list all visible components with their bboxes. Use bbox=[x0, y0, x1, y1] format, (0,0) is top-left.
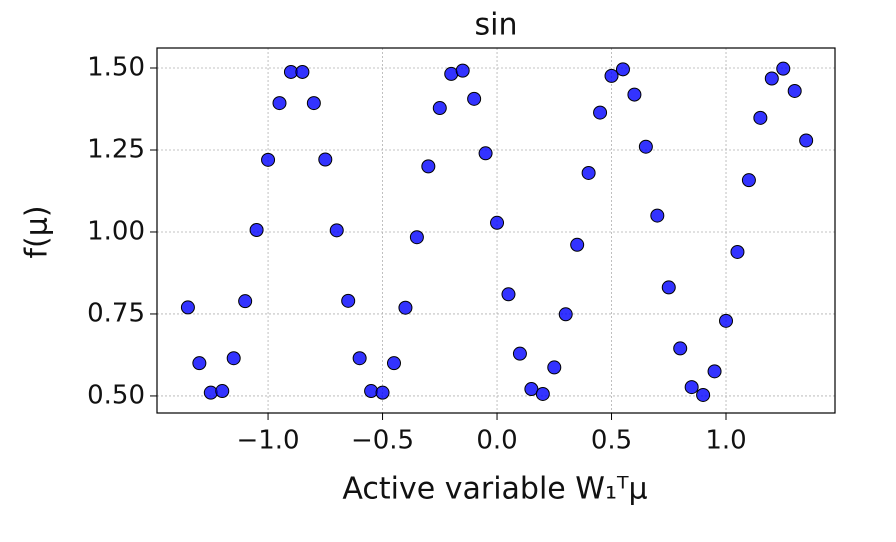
x-tick-label: −1.0 bbox=[236, 426, 299, 456]
point bbox=[375, 385, 390, 400]
point bbox=[226, 351, 241, 366]
point bbox=[696, 387, 711, 402]
point bbox=[444, 66, 459, 81]
point bbox=[409, 230, 424, 245]
point bbox=[352, 351, 367, 366]
point bbox=[238, 294, 253, 309]
point bbox=[261, 152, 276, 167]
point bbox=[215, 384, 230, 399]
point bbox=[398, 300, 413, 315]
x-tick-label: 1.0 bbox=[705, 426, 746, 456]
point bbox=[364, 384, 379, 399]
point bbox=[799, 133, 814, 148]
point bbox=[604, 68, 619, 83]
point bbox=[455, 63, 470, 78]
point bbox=[467, 91, 482, 106]
x-tick-label: −0.5 bbox=[351, 426, 414, 456]
point bbox=[741, 173, 756, 188]
point bbox=[570, 237, 585, 252]
point bbox=[661, 280, 676, 295]
point bbox=[684, 380, 699, 395]
point bbox=[547, 360, 562, 375]
point bbox=[180, 300, 195, 315]
point bbox=[707, 364, 722, 379]
point bbox=[535, 386, 550, 401]
point bbox=[249, 223, 264, 238]
y-tick-label: 0.75 bbox=[87, 298, 145, 328]
point bbox=[719, 313, 734, 328]
y-tick-label: 0.50 bbox=[87, 380, 145, 410]
point bbox=[341, 293, 356, 308]
point bbox=[627, 87, 642, 102]
point bbox=[787, 83, 802, 98]
chart-title: sin bbox=[475, 8, 518, 43]
point bbox=[329, 223, 344, 238]
point bbox=[581, 165, 596, 180]
point bbox=[615, 62, 630, 77]
point bbox=[192, 356, 207, 371]
y-axis-label: f(μ) bbox=[20, 205, 55, 258]
point bbox=[558, 307, 573, 322]
x-axis-label: Active variable W₁ᵀμ bbox=[342, 472, 647, 507]
point bbox=[295, 64, 310, 79]
point bbox=[386, 356, 401, 371]
point bbox=[650, 208, 665, 223]
point bbox=[203, 385, 218, 400]
plot-frame bbox=[156, 47, 836, 414]
point bbox=[512, 346, 527, 361]
point bbox=[764, 71, 779, 86]
point bbox=[306, 96, 321, 111]
point bbox=[318, 152, 333, 167]
point bbox=[776, 61, 791, 76]
y-tick-label: 1.50 bbox=[87, 53, 145, 83]
point bbox=[593, 105, 608, 120]
point bbox=[421, 159, 436, 174]
x-tick-label: 0.5 bbox=[591, 426, 632, 456]
point bbox=[478, 146, 493, 161]
point bbox=[730, 244, 745, 259]
point bbox=[490, 215, 505, 230]
point bbox=[432, 101, 447, 116]
point bbox=[272, 96, 287, 111]
point bbox=[673, 341, 688, 356]
y-tick-label: 1.00 bbox=[87, 216, 145, 246]
y-tick-label: 1.25 bbox=[87, 134, 145, 164]
x-tick-label: 0.0 bbox=[476, 426, 517, 456]
point bbox=[753, 110, 768, 125]
point bbox=[501, 287, 516, 302]
point bbox=[638, 139, 653, 154]
